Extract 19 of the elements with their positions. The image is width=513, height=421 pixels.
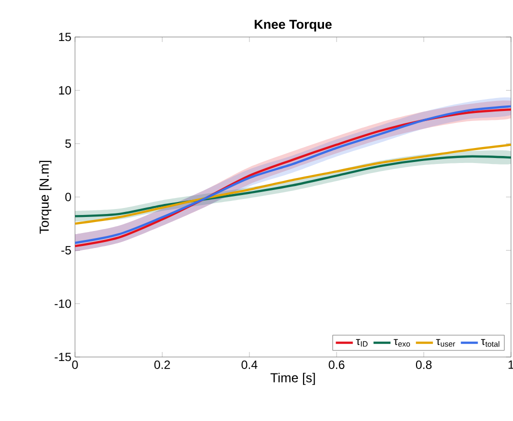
x-axis-title: Time [s] (270, 372, 315, 385)
legend-label: τ$_{user}$ (436, 339, 456, 347)
legend-label: τ$_{ID}$ (356, 339, 368, 347)
x-tick-label: 0.4 (242, 360, 258, 369)
y-tick-label: -15 (54, 352, 71, 362)
x-tick-label: 0 (72, 360, 78, 369)
y-tick-label: 5 (65, 140, 71, 148)
chart-title: Knee Torque (254, 20, 332, 32)
y-tick-label: -5 (61, 246, 71, 254)
y-tick-label: 10 (59, 86, 72, 95)
y-tick-label: 15 (59, 32, 71, 42)
x-tick-label: 0.8 (416, 360, 432, 369)
y-axis-title: Torque [N.m] (39, 160, 52, 234)
x-tick-label: 0.2 (154, 360, 170, 369)
y-tick-label: -10 (54, 299, 72, 308)
legend-label: τ$_{exo}$ (394, 339, 410, 347)
legend-label: τ$_{total}$ (481, 339, 500, 347)
x-tick-label: 0.6 (328, 360, 344, 369)
y-tick-label: 0 (65, 192, 72, 202)
